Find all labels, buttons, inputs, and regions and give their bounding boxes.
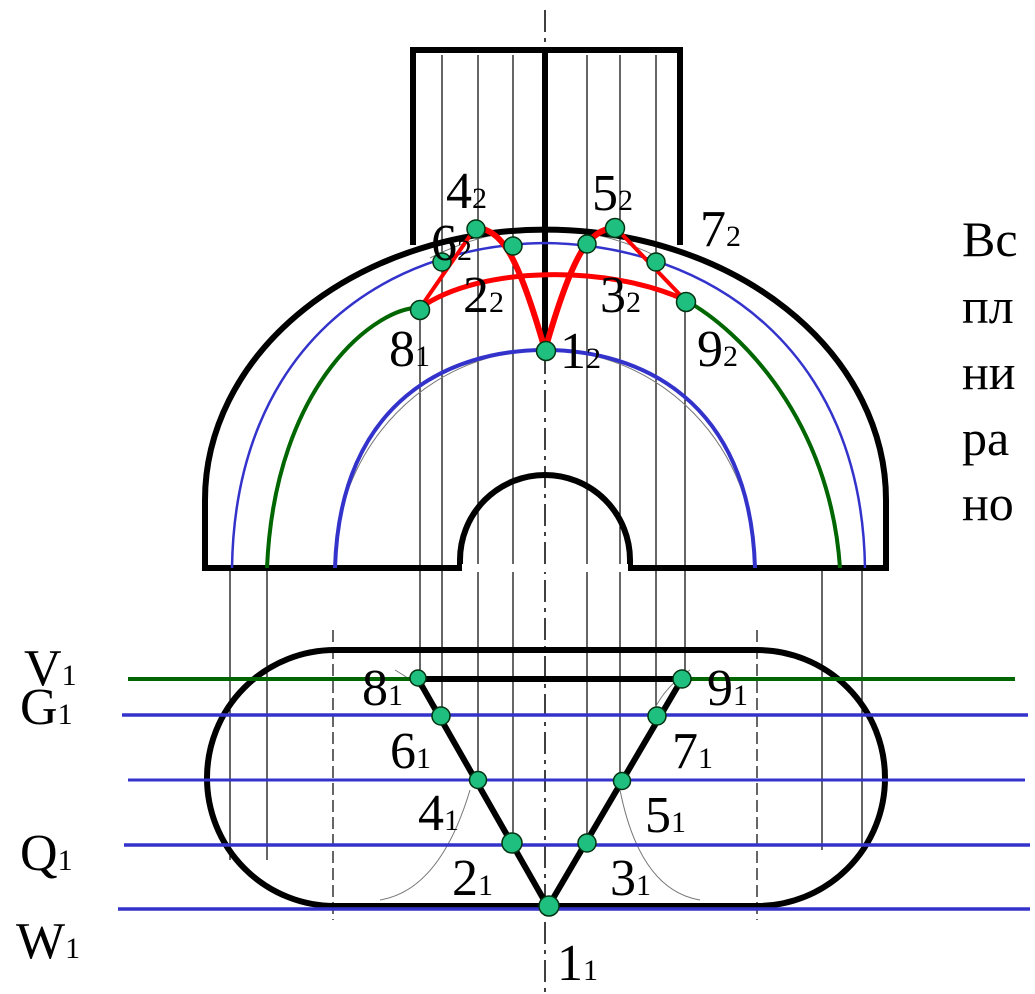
label-5-plan: 51: [645, 787, 686, 844]
plane-label-g: G1: [20, 679, 73, 736]
point-5-plan: [612, 771, 632, 791]
point-2-plan: [501, 832, 523, 854]
plan-stadium-outline: [204, 647, 888, 909]
label-7-plan: 71: [672, 723, 713, 780]
side-caption: Вс пл ни ра но: [962, 211, 1018, 531]
side-text-line-2: пл: [962, 278, 1014, 334]
side-text-line-1: Вс: [962, 211, 1018, 267]
front-blue-outer-curve: [230, 241, 867, 569]
plan-point-labels: 11 21 31 41 51 61 71 81 91: [362, 660, 748, 992]
plane-label-v: V1: [24, 640, 77, 697]
point-1-plan: [538, 895, 560, 917]
front-outer-arch: [202, 226, 889, 571]
plan-v-cut: [412, 676, 688, 913]
point-5-front: [604, 217, 626, 239]
point-4-plan: [468, 770, 488, 790]
plane-label-w: W1: [16, 913, 80, 970]
side-text-line-4: ра: [962, 410, 1009, 466]
point-8-front: [409, 299, 431, 321]
plan-auxiliary-dashed: [332, 630, 758, 920]
label-8-front: 81: [389, 321, 430, 378]
label-3-plan: 31: [610, 850, 651, 907]
front-point-labels: 12 22 32 42 52 62 72 81 92: [389, 163, 741, 380]
label-2-plan: 21: [452, 850, 493, 907]
front-view-outline: [202, 47, 889, 571]
plane-labels: V1 G1 Q1 W1: [16, 640, 80, 970]
label-2-front: 22: [463, 267, 504, 324]
label-6-plan: 61: [390, 723, 431, 780]
front-inner-notch: [457, 472, 633, 568]
point-9-front: [675, 291, 697, 313]
point-3-front: [577, 234, 597, 254]
label-4-front: 42: [446, 163, 487, 220]
side-text-line-5: но: [962, 475, 1014, 531]
point-9-plan: [672, 669, 692, 689]
label-1-plan: 11: [557, 935, 598, 992]
point-6-plan: [431, 706, 451, 726]
point-3-plan: [577, 833, 597, 853]
point-2-front: [503, 236, 523, 256]
label-6-front: 62: [431, 215, 472, 272]
point-1-front: [535, 340, 557, 362]
notch-fill-mask: [462, 564, 628, 572]
label-8-plan: 81: [362, 660, 403, 717]
point-7-front: [646, 252, 666, 272]
front-points: [409, 217, 697, 362]
label-9-plan: 91: [707, 660, 748, 717]
label-4-plan: 41: [418, 785, 459, 842]
label-9-front: 92: [697, 321, 738, 378]
label-7-front: 72: [700, 201, 741, 258]
plane-label-q: Q1: [20, 825, 73, 882]
point-8-plan: [409, 669, 427, 687]
point-6-front: [432, 252, 452, 272]
point-4-front: [466, 219, 486, 239]
label-3-front: 32: [600, 267, 641, 324]
front-green-curve: [265, 298, 842, 569]
point-7-plan: [647, 706, 667, 726]
plan-points: [409, 669, 692, 917]
label-5-front: 52: [592, 165, 633, 222]
side-text-line-3: ни: [962, 344, 1016, 400]
label-1-front: 12: [560, 323, 601, 380]
